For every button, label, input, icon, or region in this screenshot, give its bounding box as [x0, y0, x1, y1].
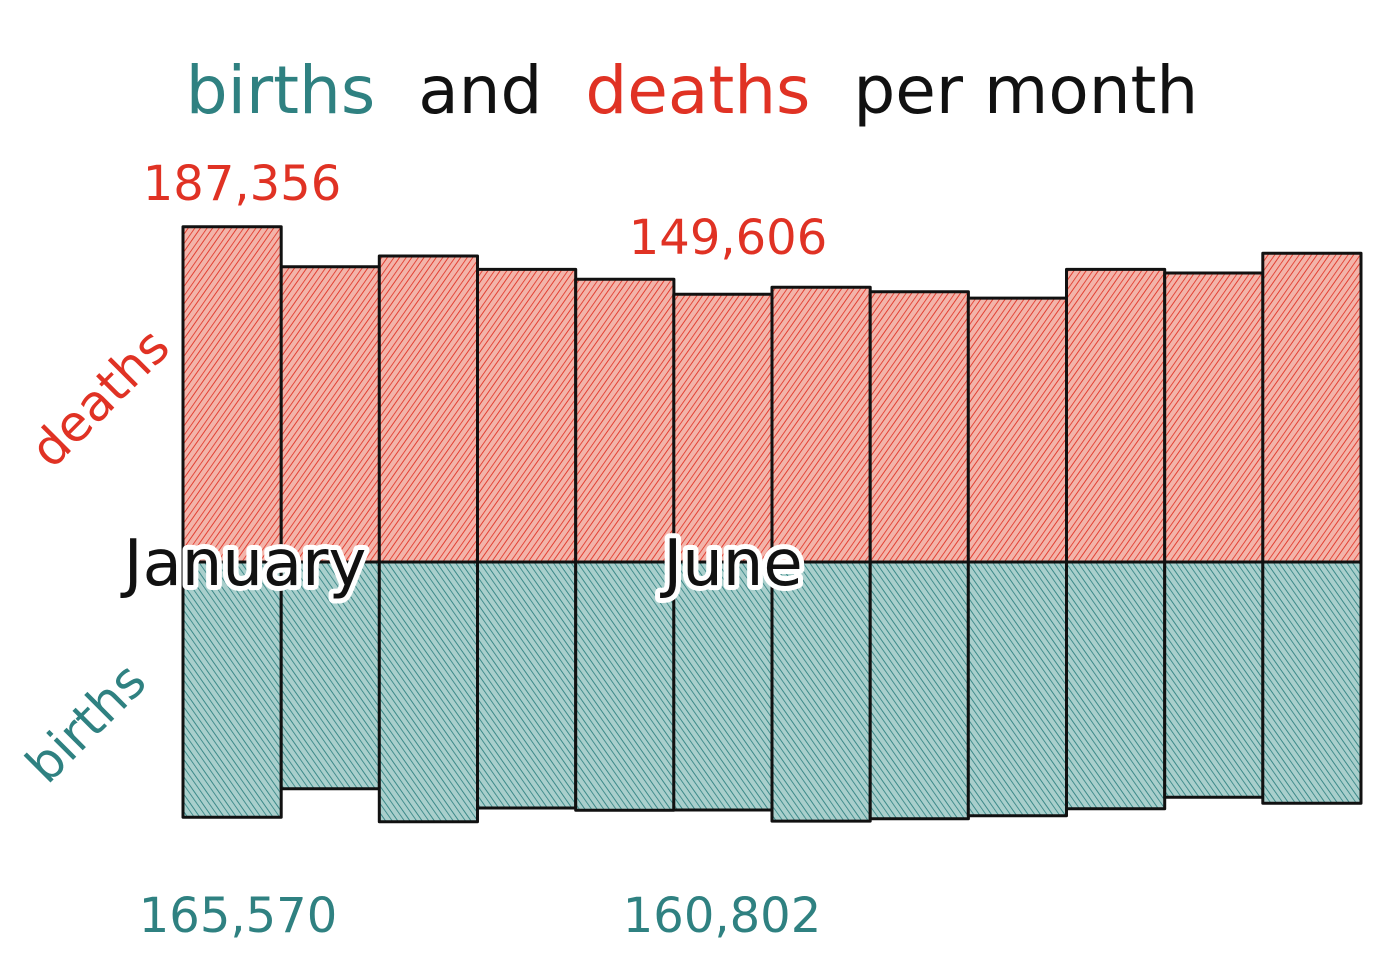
chart-title: births and deaths per month [186, 52, 1198, 129]
births-bar-may [574, 560, 676, 812]
births-bar-november [1163, 560, 1265, 799]
month-label-june: June [659, 527, 802, 601]
deaths-bar-november [1163, 271, 1265, 564]
births-bar-october [1065, 560, 1167, 811]
deaths-bar-september [966, 296, 1068, 564]
deaths-bar-april [476, 267, 578, 564]
births-bar-march [377, 560, 479, 824]
bars-group [181, 225, 1363, 824]
births-bar-april [476, 560, 578, 810]
title-deaths: deaths [585, 52, 810, 129]
deaths-bar-july [770, 285, 872, 564]
births-bar-february [279, 560, 381, 791]
births-bar-december [1261, 560, 1363, 805]
deaths-bar-march [377, 254, 479, 564]
title-births: births [186, 52, 375, 129]
births-bar-august [868, 560, 970, 821]
births-january-value: 165,570 [139, 888, 338, 944]
deaths-bar-june [672, 292, 774, 564]
deaths-june-value: 149,606 [629, 210, 828, 266]
births-bar-september [966, 560, 1068, 818]
deaths-bar-may [574, 277, 676, 564]
deaths-axis-label: deaths [19, 317, 181, 479]
deaths-january-value: 187,356 [143, 156, 342, 212]
births-axis-label: births [15, 652, 158, 795]
deaths-bar-august [868, 290, 970, 564]
title-per-month: per month [853, 52, 1198, 129]
month-label-january: January [120, 527, 367, 601]
deaths-bar-january [181, 225, 283, 564]
deaths-bar-february [279, 265, 381, 564]
deaths-bar-december [1261, 251, 1363, 564]
title-and: and [418, 52, 542, 129]
deaths-bar-october [1065, 267, 1167, 564]
births-june-value: 160,802 [623, 888, 822, 944]
births-bar-january [181, 560, 283, 819]
